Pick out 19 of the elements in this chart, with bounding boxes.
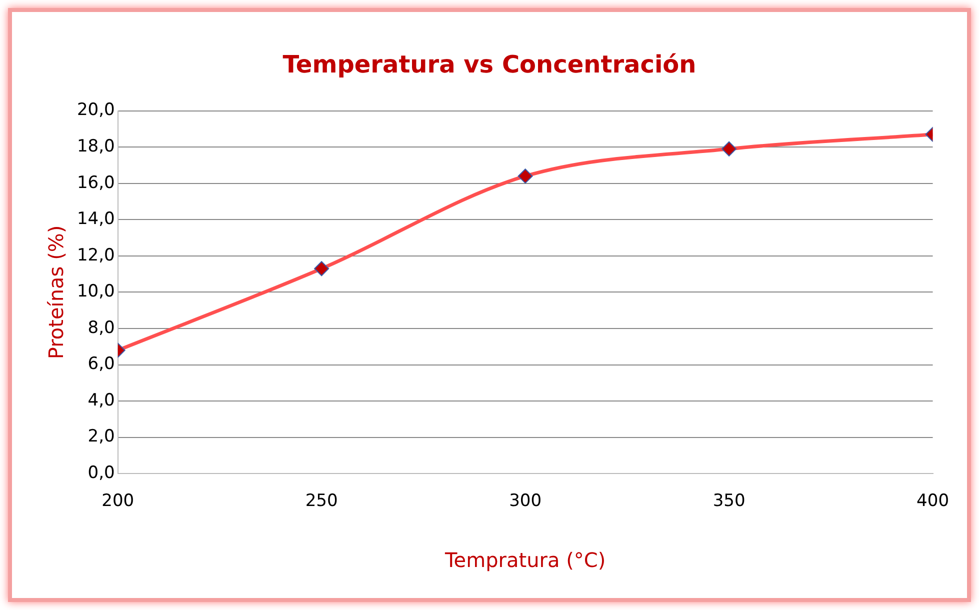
y-tick-label: 20,0 — [76, 100, 115, 120]
y-tick-label: 0,0 — [88, 463, 115, 484]
x-axis-title: Tempratura (°C) — [444, 548, 606, 572]
x-tick-label: 350 — [712, 491, 746, 512]
y-tick-label: 12,0 — [76, 245, 115, 266]
y-tick-label: 10,0 — [76, 282, 115, 302]
y-tick-label: 4,0 — [88, 390, 115, 410]
y-tick-label: 16,0 — [76, 172, 115, 193]
x-tick-label: 400 — [916, 491, 950, 512]
chart-title: Temperatura vs Concentración — [282, 50, 696, 79]
y-tick-label: 18,0 — [76, 136, 115, 156]
x-tick-label: 250 — [305, 491, 338, 512]
y-tick-label: 14,0 — [76, 209, 115, 230]
x-tick-label: 300 — [509, 491, 542, 512]
y-tick-label: 8,0 — [88, 318, 115, 338]
y-axis-title: Proteínas (%) — [44, 225, 68, 360]
y-tick-label: 6,0 — [88, 354, 115, 374]
x-tick-label: 200 — [102, 491, 134, 512]
y-tick-label: 2,0 — [88, 426, 115, 447]
